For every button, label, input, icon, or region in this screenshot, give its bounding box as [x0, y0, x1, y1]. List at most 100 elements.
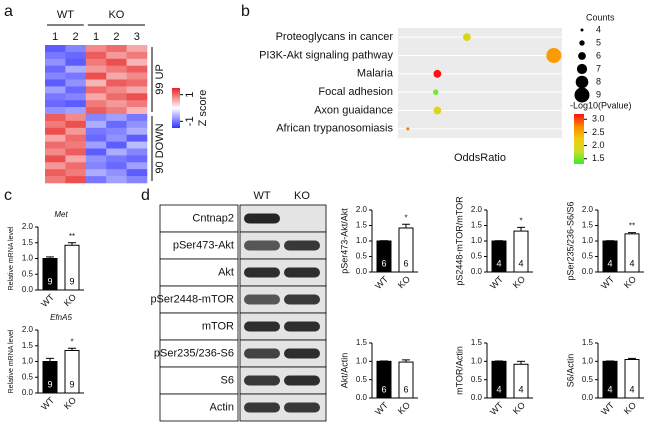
- heatmap-cell: [45, 162, 66, 170]
- blot-band: [284, 402, 320, 413]
- y-tick-label: 1.5: [356, 221, 368, 230]
- n-label: 6: [381, 258, 386, 268]
- heatmap-cell: [65, 65, 87, 73]
- significance: *: [519, 216, 522, 225]
- y-tick-label: 1.5: [471, 221, 483, 230]
- heatmap-cell: [45, 114, 66, 122]
- y-tick-label: 0.0: [22, 285, 34, 294]
- n-label: 4: [518, 258, 523, 268]
- heatmap-cell: [45, 100, 66, 108]
- group-label: KO: [108, 9, 124, 21]
- blot-label-box: [159, 366, 239, 395]
- heatmap-cell: [85, 72, 107, 80]
- y-tick-label: 1.5: [22, 238, 34, 247]
- bar: [42, 258, 58, 291]
- significance: **: [69, 232, 75, 241]
- heatmap-cell: [85, 65, 107, 73]
- blot-label-box: [159, 285, 239, 314]
- heatmap-cell: [65, 58, 87, 66]
- heatmap-cell: [106, 114, 127, 122]
- colorbar-tick-label: 2.0: [592, 140, 605, 150]
- blot-label-box: [159, 258, 239, 287]
- blot-band: [284, 321, 320, 332]
- legend-label: 7: [596, 63, 601, 73]
- heatmap-cell: [126, 45, 148, 53]
- n-label: 4: [629, 258, 634, 268]
- heatmap-cell: [106, 127, 127, 135]
- dot: [433, 69, 442, 78]
- y-tick-label: 2.0: [582, 205, 594, 214]
- heatmap-cell: [65, 127, 87, 135]
- blot-label-box: [159, 339, 239, 368]
- heatmap-cell: [45, 120, 66, 129]
- group-label: WT: [57, 9, 74, 21]
- n-label: 6: [403, 258, 408, 268]
- y-axis-title: Akt/Actin: [339, 353, 349, 389]
- blot-label: Cntnap2: [192, 212, 234, 224]
- heatmap-cell: [45, 155, 66, 163]
- y-tick-label: 2.0: [471, 205, 483, 214]
- row-group-label: 90 DOWN: [154, 123, 166, 173]
- n-label: 4: [518, 384, 523, 394]
- y-tick-label: 0.5: [356, 252, 368, 261]
- x-tick-label: WT: [373, 274, 390, 291]
- heatmap-cell: [45, 45, 66, 53]
- y-tick-label: 1.0: [22, 254, 34, 263]
- heatmap-cell: [106, 72, 127, 80]
- legend-label: 5: [596, 37, 601, 47]
- bar: [398, 361, 414, 399]
- n-label: 6: [403, 384, 408, 394]
- heatmap-cell: [65, 148, 87, 156]
- heatmap-cell: [45, 141, 66, 149]
- y-axis-title: S6/Actin: [565, 354, 575, 388]
- legend-label: 9: [596, 89, 601, 99]
- blot-band: [284, 240, 320, 251]
- y-tick-label: 0.0: [471, 267, 483, 276]
- bar: [398, 227, 414, 273]
- heatmap-cell: [126, 169, 148, 177]
- n-label: 4: [607, 258, 612, 268]
- row-group-label: 99 UP: [154, 64, 166, 95]
- x-tick-label: WT: [599, 400, 616, 417]
- y-axis-title: pSer473-Akt/Akt: [339, 208, 349, 274]
- heatmap-cell: [106, 86, 127, 94]
- heatmap-cell: [45, 58, 66, 66]
- heatmap-cell: [126, 86, 148, 94]
- y-tick-label: 0.5: [582, 375, 594, 384]
- blot-band: [244, 240, 280, 251]
- blot-label-box: [159, 312, 239, 341]
- heatmap-cell: [106, 169, 127, 177]
- heatmap-cell: [85, 107, 107, 115]
- colorbar-tick-label: 3.0: [592, 114, 605, 124]
- colorbar: [172, 88, 180, 128]
- legend-title: -Log10(Pvalue): [570, 100, 632, 110]
- x-tick-label: WT: [39, 292, 56, 309]
- bar: [513, 363, 529, 399]
- y-tick-label: 1.0: [582, 236, 594, 245]
- heatmap-cell: [85, 176, 107, 184]
- category-label: Malaria: [357, 68, 394, 80]
- y-tick-label: 1.0: [471, 356, 483, 365]
- column-label: 1: [52, 31, 58, 43]
- x-axis-title: OddsRatio: [454, 152, 506, 164]
- bar: [602, 240, 618, 273]
- heatmap-cell: [126, 100, 148, 108]
- bar: [64, 244, 80, 291]
- heatmap-cell: [126, 65, 148, 73]
- heatmap-cell: [85, 134, 107, 142]
- heatmap-cell: [65, 100, 87, 108]
- x-tick-label: WT: [373, 400, 390, 417]
- heatmap-cell: [85, 51, 107, 60]
- heatmap-cell: [45, 169, 66, 177]
- y-tick-label: 1.0: [356, 356, 368, 365]
- blot-label: Akt: [218, 266, 234, 278]
- heatmap-cell: [45, 79, 66, 87]
- x-tick-label: KO: [396, 400, 412, 416]
- heatmap-cell: [106, 176, 127, 184]
- significance: *: [404, 213, 407, 222]
- bar: [513, 230, 529, 273]
- category-label: African trypanosomiasis: [276, 123, 393, 135]
- heatmap-cell: [85, 100, 107, 108]
- legend-dot: [575, 75, 589, 89]
- legend-dot: [576, 63, 588, 75]
